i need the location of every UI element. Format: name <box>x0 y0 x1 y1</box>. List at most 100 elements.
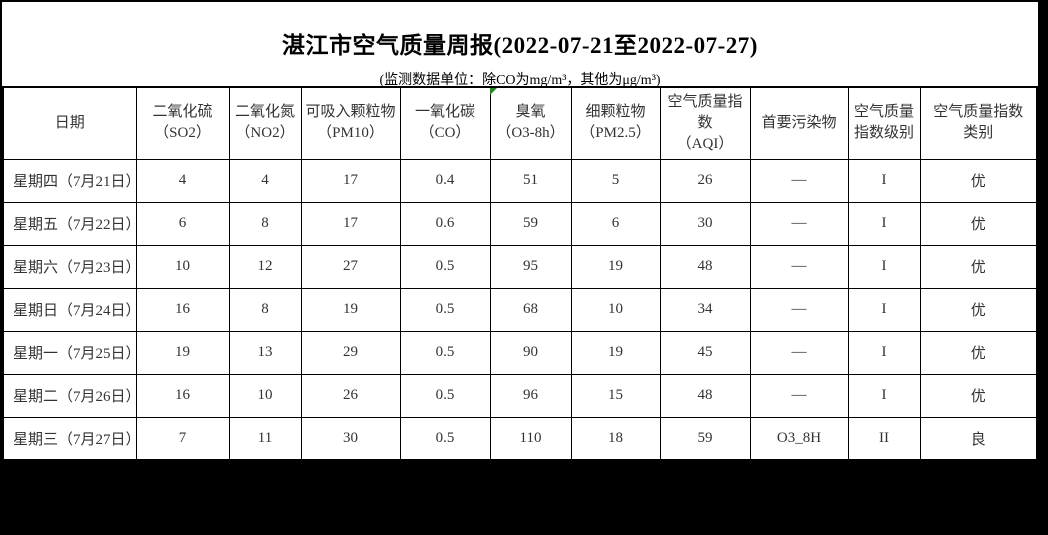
date-cell[interactable]: 星期一（7月25日） <box>2 330 141 375</box>
value-cell[interactable]: 95 <box>489 244 572 289</box>
value-cell[interactable]: 优 <box>919 373 1038 418</box>
value-cell[interactable]: I <box>847 158 921 203</box>
value-cell[interactable]: II <box>847 416 921 461</box>
value-cell[interactable]: I <box>847 287 921 332</box>
table-row: 星期日（7月24日） 16 8 19 0.5 68 10 34— I 优 <box>2 287 1038 332</box>
column-header-primary-pollutant[interactable]: 首要污染物 <box>749 86 849 160</box>
value-cell[interactable]: — <box>749 158 849 203</box>
column-header-o3-8h[interactable]: 臭氧 （O3-8h） <box>489 86 572 160</box>
value-cell[interactable]: 17 <box>300 201 401 246</box>
table-row: 星期二（7月26日） 16 10 26 0.5 96 15 48— I 优 <box>2 373 1038 418</box>
value-cell[interactable]: — <box>749 330 849 375</box>
date-cell[interactable]: 星期五（7月22日） <box>2 201 141 246</box>
value-cell[interactable]: 6 <box>135 201 230 246</box>
table-row: 星期三（7月27日） 7 11 30 0.5 110 18 59 O3_8H II 良 <box>2 416 1038 461</box>
value-cell[interactable]: O3_8H <box>749 416 849 461</box>
value-cell[interactable]: 18 <box>570 416 661 461</box>
excel-cell-corner-marker-icon <box>490 88 497 95</box>
value-cell[interactable]: 27 <box>300 244 401 289</box>
value-cell[interactable]: 0.6 <box>399 201 491 246</box>
value-cell[interactable]: — <box>749 373 849 418</box>
value-cell[interactable]: 96 <box>489 373 572 418</box>
value-cell[interactable]: 优 <box>919 287 1038 332</box>
value-cell[interactable]: 19 <box>570 244 661 289</box>
value-cell[interactable]: 30 <box>659 201 751 246</box>
value-cell[interactable]: I <box>847 373 921 418</box>
value-cell[interactable]: 59 <box>659 416 751 461</box>
value-cell[interactable]: 19 <box>135 330 230 375</box>
value-cell[interactable]: 59 <box>489 201 572 246</box>
column-header-co[interactable]: 一氧化碳 （CO） <box>399 86 491 160</box>
value-cell[interactable]: 0.5 <box>399 373 491 418</box>
column-header-date[interactable]: 日期 <box>2 86 137 160</box>
value-cell[interactable]: 4 <box>228 158 302 203</box>
value-cell[interactable]: I <box>847 244 921 289</box>
value-cell[interactable]: 0.5 <box>399 330 491 375</box>
column-header-so2[interactable]: 二氧化硫 （SO2） <box>135 86 230 160</box>
column-header-aqi-category[interactable]: 空气质量指数 类别 <box>919 86 1038 160</box>
value-cell[interactable]: 7 <box>135 416 230 461</box>
value-cell[interactable]: 10 <box>570 287 661 332</box>
value-cell[interactable]: 0.5 <box>399 287 491 332</box>
value-cell[interactable]: 优 <box>919 158 1038 203</box>
table-row: 星期六（7月23日） 10 12 27 0.5 95 19 48— I 优 <box>2 244 1038 289</box>
value-cell[interactable]: 110 <box>489 416 572 461</box>
value-cell[interactable]: I <box>847 201 921 246</box>
value-cell[interactable]: 16 <box>135 373 230 418</box>
table-row: 星期四（7月21日） 4 4 17 0.4 51 5 26— I 优 <box>2 158 1038 203</box>
value-cell[interactable]: 51 <box>489 158 572 203</box>
value-cell[interactable]: — <box>749 201 849 246</box>
column-header-pm10[interactable]: 可吸入颗粒物 （PM10） <box>300 86 401 160</box>
date-cell[interactable]: 星期六（7月23日） <box>2 244 141 289</box>
value-cell[interactable]: 6 <box>570 201 661 246</box>
value-cell[interactable]: I <box>847 330 921 375</box>
value-cell[interactable]: 26 <box>659 158 751 203</box>
value-cell[interactable]: 4 <box>135 158 230 203</box>
value-cell[interactable]: 优 <box>919 244 1038 289</box>
value-cell[interactable]: 0.5 <box>399 416 491 461</box>
value-cell[interactable]: 0.5 <box>399 244 491 289</box>
value-cell[interactable]: 良 <box>919 416 1038 461</box>
column-header-pm25[interactable]: 细颗粒物 （PM2.5） <box>570 86 661 160</box>
value-cell[interactable]: 30 <box>300 416 401 461</box>
column-header-aqi-level[interactable]: 空气质量 指数级别 <box>847 86 921 160</box>
value-cell[interactable]: 0.4 <box>399 158 491 203</box>
value-cell[interactable]: 19 <box>300 287 401 332</box>
date-cell[interactable]: 星期日（7月24日） <box>2 287 141 332</box>
value-cell[interactable]: 12 <box>228 244 302 289</box>
report-subtitle: (监测数据单位：除CO为mg/m³，其他为μg/m³) <box>379 73 661 88</box>
value-cell[interactable]: 48 <box>659 373 751 418</box>
report-title: 湛江市空气质量周报(2022-07-21至2022-07-27) <box>282 33 758 58</box>
value-cell[interactable]: 34 <box>659 287 751 332</box>
header-row: 日期 二氧化硫 （SO2） 二氧化氮 （NO2） 可吸入颗粒物 （PM10） 一氧化碳 （CO）… <box>2 86 1038 160</box>
value-cell[interactable]: 8 <box>228 287 302 332</box>
value-cell[interactable]: 26 <box>300 373 401 418</box>
value-cell[interactable]: 16 <box>135 287 230 332</box>
value-cell[interactable]: 10 <box>135 244 230 289</box>
value-cell[interactable]: 68 <box>489 287 572 332</box>
column-header-aqi[interactable]: 空气质量指数 （AQI） <box>659 86 751 160</box>
value-cell[interactable]: 45 <box>659 330 751 375</box>
value-cell[interactable]: 5 <box>570 158 661 203</box>
column-header-no2[interactable]: 二氧化氮 （NO2） <box>228 86 302 160</box>
date-cell[interactable]: 星期四（7月21日） <box>2 158 141 203</box>
value-cell[interactable]: 19 <box>570 330 661 375</box>
value-cell[interactable]: 10 <box>228 373 302 418</box>
value-cell[interactable]: 48 <box>659 244 751 289</box>
value-cell[interactable]: — <box>749 244 849 289</box>
report-sheet: 湛江市空气质量周报(2022-07-21至2022-07-27) (监测数据单位… <box>2 2 1038 461</box>
value-cell[interactable]: 90 <box>489 330 572 375</box>
value-cell[interactable]: — <box>749 287 849 332</box>
value-cell[interactable]: 15 <box>570 373 661 418</box>
value-cell[interactable]: 优 <box>919 201 1038 246</box>
table-row: 星期五（7月22日） 6 8 17 0.6 59 6 30— I 优 <box>2 201 1038 246</box>
value-cell[interactable]: 8 <box>228 201 302 246</box>
value-cell[interactable]: 优 <box>919 330 1038 375</box>
value-cell[interactable]: 11 <box>228 416 302 461</box>
value-cell[interactable]: 17 <box>300 158 401 203</box>
value-cell[interactable]: 29 <box>300 330 401 375</box>
date-cell[interactable]: 星期三（7月27日） <box>2 416 141 461</box>
date-cell[interactable]: 星期二（7月26日） <box>2 373 141 418</box>
value-cell[interactable]: 13 <box>228 330 302 375</box>
air-quality-table: 日期 二氧化硫 （SO2） 二氧化氮 （NO2） 可吸入颗粒物 （PM10） 一氧化碳 （CO）… <box>2 86 1038 461</box>
